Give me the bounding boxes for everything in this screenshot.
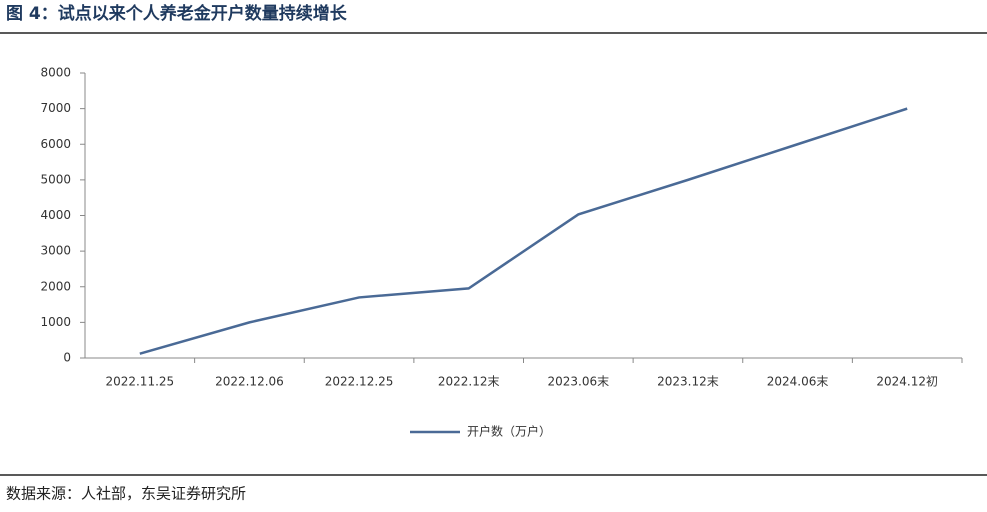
y-tick-label: 7000 [40, 101, 71, 115]
y-tick-label: 8000 [40, 66, 71, 80]
x-tick-label: 2023.06末 [548, 375, 610, 389]
y-tick-label: 5000 [40, 172, 71, 186]
chart-title: 图 4：试点以来个人养老金开户数量持续增长 [6, 3, 348, 24]
y-tick-label: 1000 [40, 315, 71, 329]
x-tick-label: 2022.12.25 [325, 375, 394, 389]
x-tick-label: 2022.12.06 [215, 375, 284, 389]
x-tick-label: 2024.06末 [767, 375, 829, 389]
x-tick-label: 2022.12末 [438, 375, 500, 389]
x-tick-label: 2023.12末 [657, 375, 719, 389]
x-tick-label: 2024.12初 [876, 375, 938, 389]
source: 数据来源：人社部，东吴证券研究所 [6, 485, 246, 503]
line [139, 107, 908, 355]
y-tick-label: 6000 [40, 137, 71, 151]
legend-label: 开户数（万户） [467, 424, 551, 439]
y-tick-label: 2000 [40, 279, 71, 293]
y-tick-label: 3000 [40, 244, 71, 258]
y-tick-label: 0 [63, 351, 71, 365]
x-tick-label: 2022.11.25 [105, 375, 174, 389]
y-tick-label: 4000 [40, 208, 71, 222]
